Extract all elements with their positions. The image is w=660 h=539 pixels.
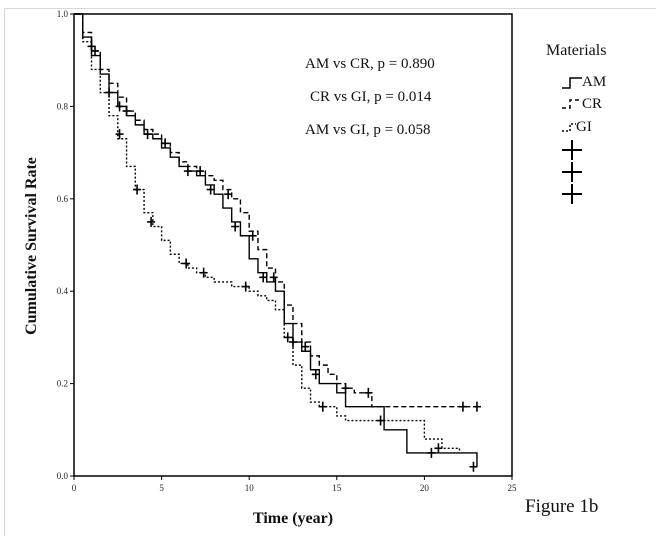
x-tick-label: 5: [159, 483, 164, 493]
annotation-am-vs-gi: AM vs GI, p = 0.058: [305, 122, 431, 138]
censor-mark-cr: [472, 401, 481, 412]
censor-mark-gi: [376, 415, 385, 426]
censor-mark-gi: [283, 332, 292, 343]
censor-mark-cr: [161, 138, 170, 149]
x-tick-label: 15: [332, 483, 342, 493]
censor-mark-am: [289, 337, 297, 348]
x-tick-label: 20: [420, 483, 430, 493]
x-tick-label: 10: [245, 483, 255, 493]
censor-mark-am: [311, 369, 320, 380]
y-tick-label: 0.8: [57, 101, 69, 111]
series-layer: [74, 13, 481, 472]
censor-mark-am: [143, 129, 152, 140]
censor-mark-am: [427, 447, 436, 458]
censor-mark-gi: [241, 281, 250, 292]
series-line-am: [74, 13, 478, 467]
legend-entry-cr: CR: [562, 96, 602, 112]
censor-mark-cr: [341, 383, 350, 394]
x-axis: 0 5 10 15 20 25: [72, 476, 517, 493]
x-tick-label: 25: [508, 483, 518, 493]
censor-mark-gi: [133, 184, 142, 195]
legend-title: Materials: [546, 42, 606, 59]
legend-censor-cr: [562, 162, 582, 182]
y-tick-label: 0.4: [57, 286, 69, 296]
censor-mark-gi: [115, 129, 124, 140]
censor-mark-gi: [199, 267, 208, 278]
legend-swatch-gi: [562, 123, 576, 132]
x-axis-title: Time (year): [253, 510, 333, 527]
legend-label-gi: GI: [576, 119, 592, 135]
figure-frame: [4, 8, 656, 536]
censor-mark-cr: [269, 272, 278, 283]
censor-mark-cr: [458, 401, 467, 412]
legend-swatch-am: [562, 77, 582, 89]
censor-mark-cr: [301, 341, 310, 352]
y-tick-label: 0.6: [57, 194, 69, 204]
censor-mark-am: [183, 166, 192, 177]
y-tick-label: 0.2: [57, 379, 68, 389]
figure-caption: Figure 1b: [525, 496, 598, 517]
censor-mark-cr: [224, 189, 233, 200]
censor-mark-cr: [364, 387, 373, 398]
censor-mark-cr: [248, 230, 257, 241]
censor-mark-gi: [318, 401, 327, 412]
censor-mark-am: [259, 272, 268, 283]
censor-mark-am: [115, 101, 124, 112]
x-tick-label: 0: [72, 483, 77, 493]
censor-mark-gi: [147, 216, 156, 227]
legend-censor-gi: [562, 184, 582, 204]
legend-label-am: AM: [582, 74, 606, 90]
y-axis: 0.0 0.2 0.4 0.6 0.8 1.0: [57, 9, 74, 481]
y-axis-title: Cumulative Survival Rate: [23, 157, 40, 335]
censor-mark-gi: [182, 258, 191, 269]
plot-area: [73, 13, 513, 477]
legend-entry-am: AM: [562, 74, 606, 90]
censor-mark-am: [469, 461, 478, 472]
series-line-cr: [74, 13, 477, 408]
series-line-gi: [74, 13, 461, 453]
annotation-am-vs-cr: AM vs CR, p = 0.890: [305, 56, 435, 72]
y-tick-label: 0.0: [57, 471, 69, 481]
legend-swatch-cr: [562, 99, 582, 109]
censor-mark-cr: [196, 166, 205, 177]
legend-entry-gi: GI: [562, 119, 592, 135]
censor-mark-cr: [122, 106, 131, 117]
legend-censor-am: [562, 140, 582, 160]
censor-mark-am: [206, 184, 215, 195]
y-tick-label: 1.0: [57, 9, 69, 19]
annotation-cr-vs-gi: CR vs GI, p = 0.014: [310, 89, 432, 105]
censor-mark-gi: [434, 443, 443, 454]
censor-mark-am: [231, 221, 240, 232]
legend-label-cr: CR: [582, 96, 602, 112]
legend: Materials AM CR GI: [546, 42, 606, 204]
